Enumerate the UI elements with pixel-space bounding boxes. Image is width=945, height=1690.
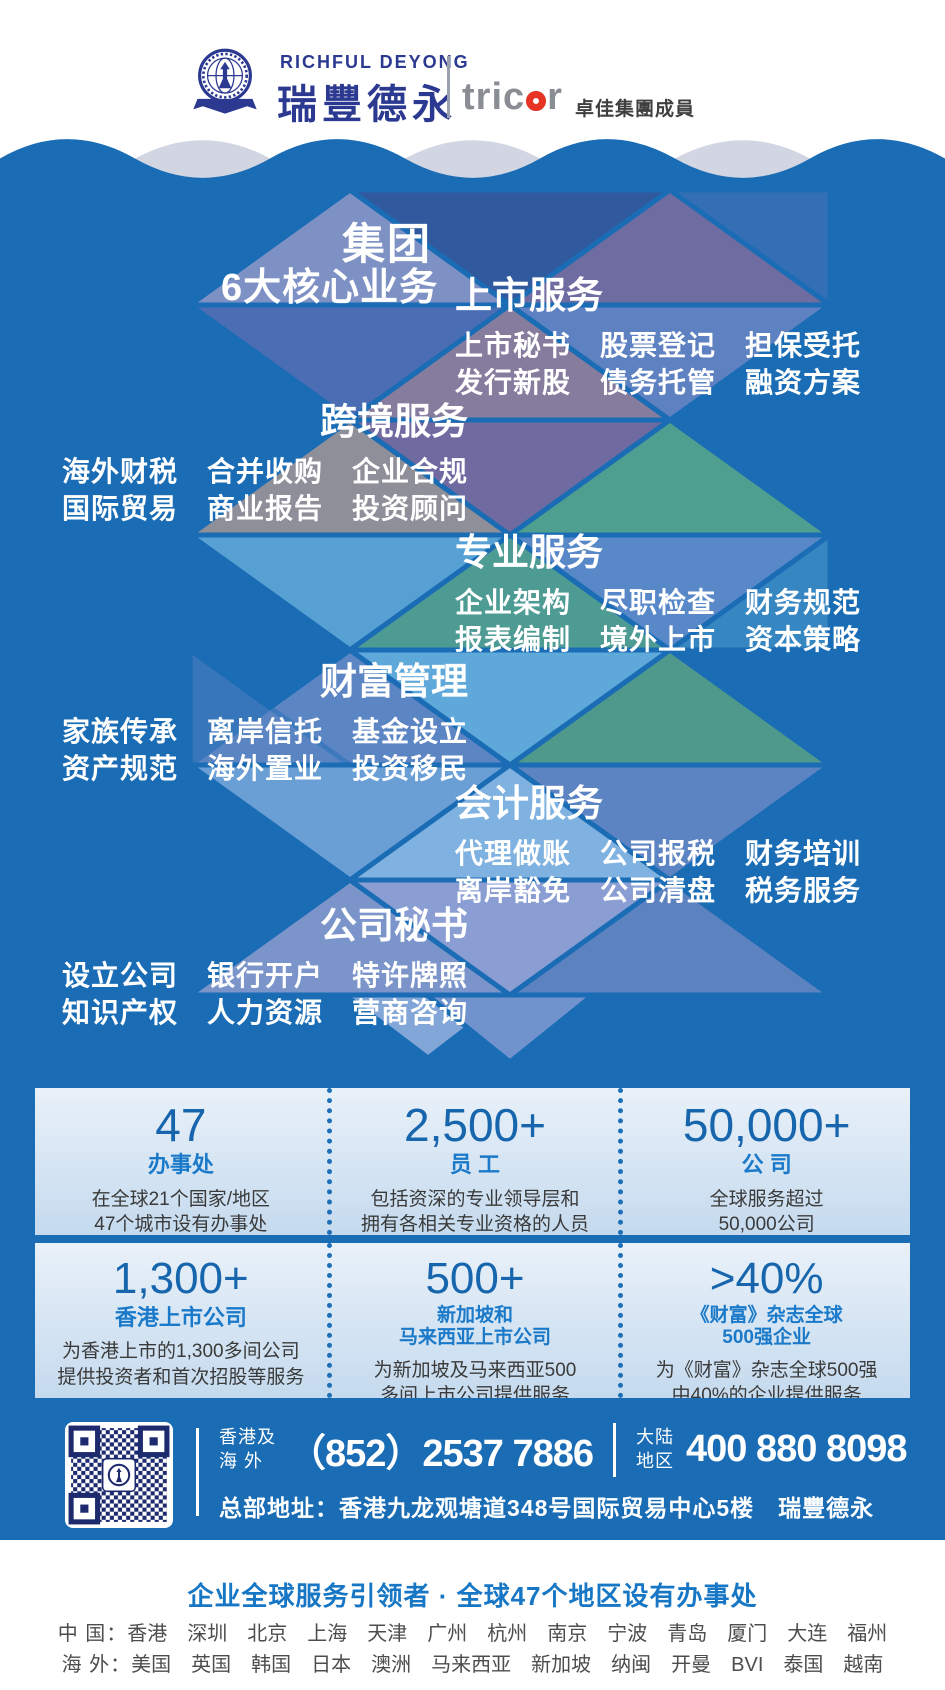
stat-value: 50,000+ [682,1099,851,1151]
richful-deyong-emblem-icon [193,48,257,114]
stat-card-staff: 2,500+ 员 工 包括资深的专业领导层和 拥有各相关专业资格的人员 [326,1088,619,1235]
service-heading: 会计服务 [455,783,603,824]
contact-divider [196,1428,199,1516]
stat-label: 公 司 [741,1152,792,1178]
stat-value: 47 [155,1099,207,1151]
tricor-text-pre: tric [462,76,526,118]
stat-label: 办事处 [147,1152,214,1178]
china-label: 中 国： [57,1623,128,1645]
service-section-crossborder: 跨境服务 海外财税 合并收购 企业合规 国际贸易 商业报告 投资顾问 [61,401,468,526]
phone-number-hk: （852）2537 7886 [288,1433,594,1475]
phone-number-mainland: 400 880 8098 [686,1428,907,1470]
tricor-logo: tric r [462,76,563,119]
hero-title-line2: 6大核心业务 [221,267,439,309]
service-items-row: 离岸豁免 公司清盘 税务服务 [455,875,862,907]
service-heading: 跨境服务 [320,401,468,442]
brand-name-en: RICHFUL DEYONG [280,52,470,72]
service-heading: 专业服务 [455,532,603,573]
service-items-row: 知识产权 人力资源 营商咨询 [61,997,468,1029]
contact-bar: 香港及 海 外 （852）2537 7886 大陆 地区 400 880 809… [64,1422,915,1528]
overseas-label: 海 外： [61,1654,132,1676]
phone-divider [613,1422,617,1477]
service-items-row: 代理做账 公司报税 财务培训 [455,837,862,869]
stat-value: >40% [709,1254,824,1303]
stat-value: 1,300+ [112,1254,249,1303]
stat-value: 500+ [425,1254,525,1303]
region-label-hk-overseas: 香港及 海 外 [219,1427,276,1471]
hero-title-line1: 集团 [342,221,432,269]
service-items-row: 设立公司 银行开户 特许牌照 [61,959,468,991]
region-label-mainland: 大陆 地区 [636,1427,675,1471]
service-section-professional: 专业服务 企业架构 尽职检查 财务规范 报表编制 境外上市 资本策略 [455,532,862,657]
service-section-listing: 上市服务 上市秘书 股票登记 担保受托 发行新股 债务托管 融资方案 [455,275,862,400]
tricor-tagline: 卓佳集團成員 [575,99,696,120]
stat-card-fortune500: >40% 《财富》杂志全球 500强企业 为《财富》杂志全球500强 中40%的… [618,1243,910,1398]
service-items-row: 家族传承 离岸信托 基金设立 [61,715,468,747]
service-heading: 公司秘书 [320,905,468,946]
stat-label: 香港上市公司 [114,1305,247,1331]
service-items-row: 上市秘书 股票登记 担保受托 [455,329,862,361]
stat-label: 员 工 [449,1152,501,1178]
stat-value: 2,500+ [404,1099,546,1151]
service-items-row: 报表编制 境外上市 资本策略 [455,624,862,656]
service-section-accounting: 会计服务 代理做账 公司报税 财务培训 离岸豁免 公司清盘 税务服务 [455,783,862,908]
stat-label: 《财富》杂志全球 500强企业 [690,1305,843,1349]
service-section-secretary: 公司秘书 设立公司 银行开户 特许牌照 知识产权 人力资源 营商咨询 [61,905,468,1030]
service-items-row: 资产规范 海外置业 投资移民 [61,753,468,785]
wave-border-icon [0,139,945,189]
footer-row-overseas: 海 外：美国 英国 韩国 日本 澳洲 马来西亚 新加坡 纳闽 开曼 BVI 泰国… [0,1648,945,1677]
logo-divider [447,56,450,118]
stat-card-companies: 50,000+ 公 司 全球服务超过 50,000公司 [618,1088,910,1235]
tricor-o-icon [526,91,547,111]
service-section-wealth: 财富管理 家族传承 离岸信托 基金设立 资产规范 海外置业 投资移民 [61,661,468,786]
stat-card-hk-listed: 1,300+ 香港上市公司 为香港上市的1,300多间公司 提供投资者和首次招股… [35,1243,327,1398]
stat-label: 新加坡和 马来西亚上市公司 [398,1305,551,1349]
brand-name-zh: 瑞豐德永 [277,83,457,127]
footer-row-china: 中 国：香港 深圳 北京 上海 天津 广州 杭州 南京 宁波 青岛 厦门 大连 … [0,1617,945,1646]
stat-desc: 包括资深的专业领导层和 拥有各相关专业资格的人员 [360,1188,589,1235]
overseas-locations: 美国 英国 韩国 日本 澳洲 马来西亚 新加坡 纳闽 开曼 BVI 泰国 越南 [131,1654,884,1676]
service-items-row: 企业架构 尽职检查 财务规范 [455,586,862,618]
service-items-row: 海外财税 合并收购 企业合规 [61,455,468,487]
qr-code [64,1422,174,1528]
service-items-row: 国际贸易 商业报告 投资顾问 [61,493,468,525]
footer-slogan: 企业全球服务引领者 · 全球47个地区设有办事处 [187,1581,758,1611]
stat-desc: 为香港上市的1,300多间公司 提供投资者和首次招股等服务 [57,1341,305,1388]
service-items-row: 发行新股 债务托管 融资方案 [455,367,862,399]
stat-card-offices: 47 办事处 在全球21个国家/地区 47个城市设有办事处 [35,1088,327,1235]
stat-desc: 为《财富》杂志全球500强 中40%的企业提供服务 [655,1359,878,1398]
service-heading: 财富管理 [320,661,468,702]
stats-panel: 47 办事处 在全球21个国家/地区 47个城市设有办事处 2,500+ 员 工… [35,1088,910,1398]
service-heading: 上市服务 [455,275,603,316]
stat-card-sg-my-listed: 500+ 新加坡和 马来西亚上市公司 为新加坡及马来西亚500 多间上市公司提供… [326,1243,619,1398]
tricor-text-end: r [547,76,563,118]
stat-desc: 全球服务超过 50,000公司 [709,1188,824,1235]
stat-desc: 为新加坡及马来西亚500 多间上市公司提供服务 [373,1359,577,1398]
china-cities: 香港 深圳 北京 上海 天津 广州 杭州 南京 宁波 青岛 厦门 大连 福州 [127,1623,888,1645]
stat-desc: 在全球21个国家/地区 47个城市设有办事处 [91,1188,271,1235]
address-line: 总部地址：香港九龙观塘道348号国际贸易中心5楼 瑞豐德永 [219,1495,875,1521]
